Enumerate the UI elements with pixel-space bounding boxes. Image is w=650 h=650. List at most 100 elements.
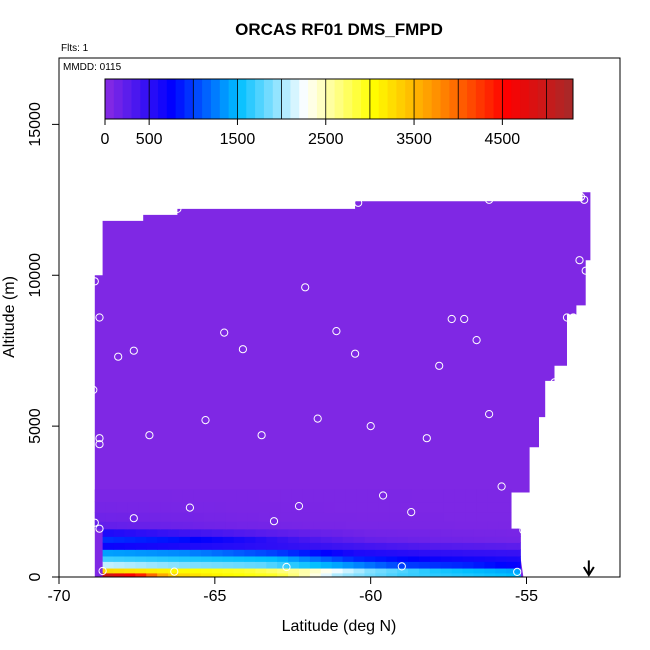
- band-cell: [255, 561, 267, 569]
- band-cell: [189, 555, 202, 562]
- band-cell: [334, 512, 347, 522]
- band-cell: [280, 501, 292, 513]
- observation-point: [313, 414, 322, 423]
- band-cell: [102, 542, 115, 550]
- band-cell: [116, 512, 129, 522]
- band-cell: [484, 536, 496, 543]
- band-cell: [342, 572, 355, 577]
- band-cell: [408, 567, 420, 574]
- band-cell: [320, 528, 333, 537]
- band-cell: [233, 549, 246, 557]
- observation-point: [173, 204, 182, 213]
- band-cell: [506, 555, 518, 562]
- band-cell: [400, 489, 412, 503]
- band-cell: [364, 567, 376, 574]
- band-cell: [397, 572, 409, 577]
- band-cell: [222, 555, 235, 562]
- colorbar-tick-label: 4500: [485, 131, 521, 148]
- observation-point: [301, 283, 310, 292]
- band-cell: [342, 536, 355, 543]
- colorbar-cell: [281, 79, 291, 119]
- observation-point: [562, 313, 572, 322]
- band-cell: [135, 555, 147, 562]
- band-cell: [465, 512, 478, 522]
- band-cell: [364, 555, 376, 562]
- band-cell: [211, 542, 224, 550]
- band-cell: [389, 501, 401, 513]
- band-cell: [298, 567, 311, 574]
- colorbar-cell: [537, 79, 548, 119]
- colorbar-tick-label: 3500: [396, 131, 432, 148]
- band-cell: [320, 572, 333, 577]
- colorbar-cell: [113, 79, 124, 119]
- band-cell: [288, 542, 300, 550]
- colorbar-cell: [405, 79, 415, 119]
- colorbar-cell: [272, 79, 283, 119]
- band-cell: [200, 542, 213, 550]
- band-cell: [146, 542, 158, 550]
- band-cell: [302, 501, 314, 513]
- band-cell: [157, 555, 169, 562]
- band-cell: [320, 536, 333, 543]
- band-cell: [244, 567, 256, 574]
- x-tick-label: -70: [47, 588, 70, 605]
- band-cell: [397, 567, 409, 574]
- band-cell: [116, 489, 129, 503]
- band-cell: [484, 567, 496, 574]
- band-cell: [429, 528, 442, 537]
- colorbar-cell: [475, 79, 486, 119]
- observation-point: [95, 313, 104, 322]
- band-cell: [203, 501, 216, 513]
- band-cell: [189, 572, 202, 577]
- band-cell: [149, 512, 161, 522]
- band-cell: [484, 572, 496, 577]
- band-cell: [189, 567, 202, 574]
- colorbar-cell: [440, 79, 450, 119]
- band-cell: [440, 549, 453, 557]
- band-cell: [149, 489, 161, 503]
- band-cell: [233, 528, 246, 537]
- band-cell: [182, 489, 194, 503]
- colorbar-cell: [343, 79, 353, 119]
- band-cell: [473, 542, 486, 550]
- band-cell: [375, 561, 387, 569]
- band-cell: [168, 567, 180, 574]
- band-cell: [258, 489, 270, 503]
- band-cell: [408, 572, 420, 577]
- observation-point: [294, 502, 304, 511]
- colorbar-ticks: 0 500 1500 2500 3500 4500: [101, 119, 521, 148]
- band-cell: [451, 549, 464, 557]
- colorbar-cell: [325, 79, 336, 119]
- band-cell: [506, 567, 518, 574]
- colorbar-cell: [467, 79, 477, 119]
- y-tick-label: 5000: [27, 408, 44, 444]
- band-cell: [277, 555, 289, 562]
- band-cell: [517, 528, 521, 537]
- y-tick-label: 10000: [27, 253, 44, 298]
- band-cell: [443, 512, 456, 522]
- band-cell: [451, 561, 464, 569]
- band-cell: [135, 549, 147, 557]
- band-cell: [277, 542, 289, 550]
- band-cell: [157, 536, 169, 543]
- band-cell: [225, 489, 238, 503]
- band-cell: [473, 567, 486, 574]
- band-cell: [440, 555, 453, 562]
- band-cell: [375, 567, 387, 574]
- band-cell: [397, 528, 409, 537]
- band-cell: [498, 489, 510, 503]
- band-cell: [135, 567, 147, 574]
- band-cell: [178, 572, 191, 577]
- y-axis: 0 5000 10000 15000: [27, 102, 59, 581]
- band-cell: [233, 542, 246, 550]
- band-cell: [454, 489, 467, 503]
- band-cell: [309, 555, 322, 562]
- band-cell: [517, 567, 521, 574]
- band-cell: [222, 549, 235, 557]
- chart-title: ORCAS RF01 DMS_FMPD: [235, 20, 443, 39]
- band-cell: [375, 536, 387, 543]
- band-cell: [255, 567, 267, 574]
- band-cell: [189, 528, 202, 537]
- band-cell: [443, 501, 456, 513]
- band-cell: [288, 528, 300, 537]
